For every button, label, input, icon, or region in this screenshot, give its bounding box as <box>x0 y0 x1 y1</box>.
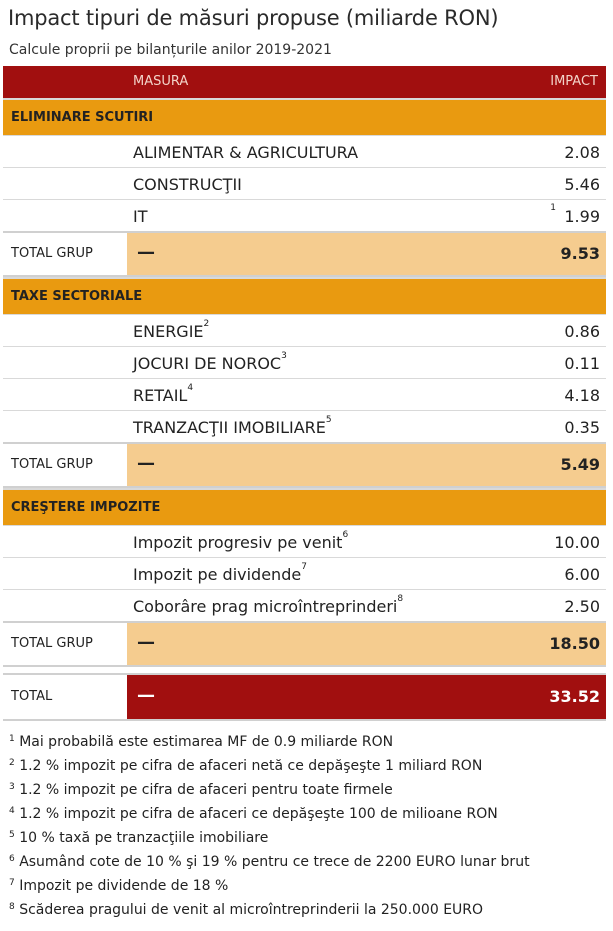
group-header: TAXE SECTORIALE <box>3 277 606 314</box>
table-row: Coborâre prag microîntreprinderi8 2.50 <box>3 589 606 621</box>
table-row: ENERGIE2 0.86 <box>3 314 606 346</box>
footnote: 4 1.2 % impozit pe cifra de afaceri ce d… <box>9 806 498 822</box>
footnote: 5 10 % taxă pe tranzacţiile imobiliare <box>9 830 269 846</box>
footnote: 1 Mai probabilă este estimarea MF de 0.9… <box>9 734 394 750</box>
page-title: Impact tipuri de măsuri propuse (miliard… <box>8 6 499 30</box>
impact-table: MASURA IMPACT ELIMINARE SCUTIRI ALIMENTA… <box>3 66 606 721</box>
group-total: TOTAL GRUP —5.49 <box>3 442 606 488</box>
table-row: CONSTRUCŢII 5.46 <box>3 167 606 199</box>
table-row: JOCURI DE NOROC3 0.11 <box>3 346 606 378</box>
footnote: 7 Impozit pe dividende de 18 % <box>9 878 229 894</box>
grand-total: TOTAL —33.52 <box>3 673 606 721</box>
page-subtitle: Calcule proprii pe bilanțurile anilor 20… <box>9 42 332 58</box>
table-row: TRANZACŢII IMOBILIARE5 0.35 <box>3 410 606 442</box>
group-total: TOTAL GRUP —9.53 <box>3 231 606 277</box>
footnote-marker: 1 <box>550 203 556 213</box>
table-row: ALIMENTAR & AGRICULTURA 2.08 <box>3 135 606 167</box>
footnote: 2 1.2 % impozit pe cifra de afaceri netă… <box>9 758 483 774</box>
table-row: RETAIL4 4.18 <box>3 378 606 410</box>
group-total: TOTAL GRUP —18.50 <box>3 621 606 667</box>
group-header: CREŞTERE IMPOZITE <box>3 488 606 525</box>
group-header: ELIMINARE SCUTIRI <box>3 98 606 135</box>
table-row: Impozit pe dividende7 6.00 <box>3 557 606 589</box>
footnotes: 1 Mai probabilă este estimarea MF de 0.9… <box>9 730 530 922</box>
footnote: 3 1.2 % impozit pe cifra de afaceri pent… <box>9 782 393 798</box>
footnote: 6 Asumând cote de 10 % şi 19 % pentru ce… <box>9 854 530 870</box>
table-row: IT 1 1.99 <box>3 199 606 231</box>
table-row: Impozit progresiv pe venit6 10.00 <box>3 525 606 557</box>
header-measure: MASURA <box>133 74 189 89</box>
header-impact: IMPACT <box>550 74 598 89</box>
footnote: 8 Scăderea pragului de venit al microînt… <box>9 902 484 918</box>
table-header: MASURA IMPACT <box>3 66 606 98</box>
